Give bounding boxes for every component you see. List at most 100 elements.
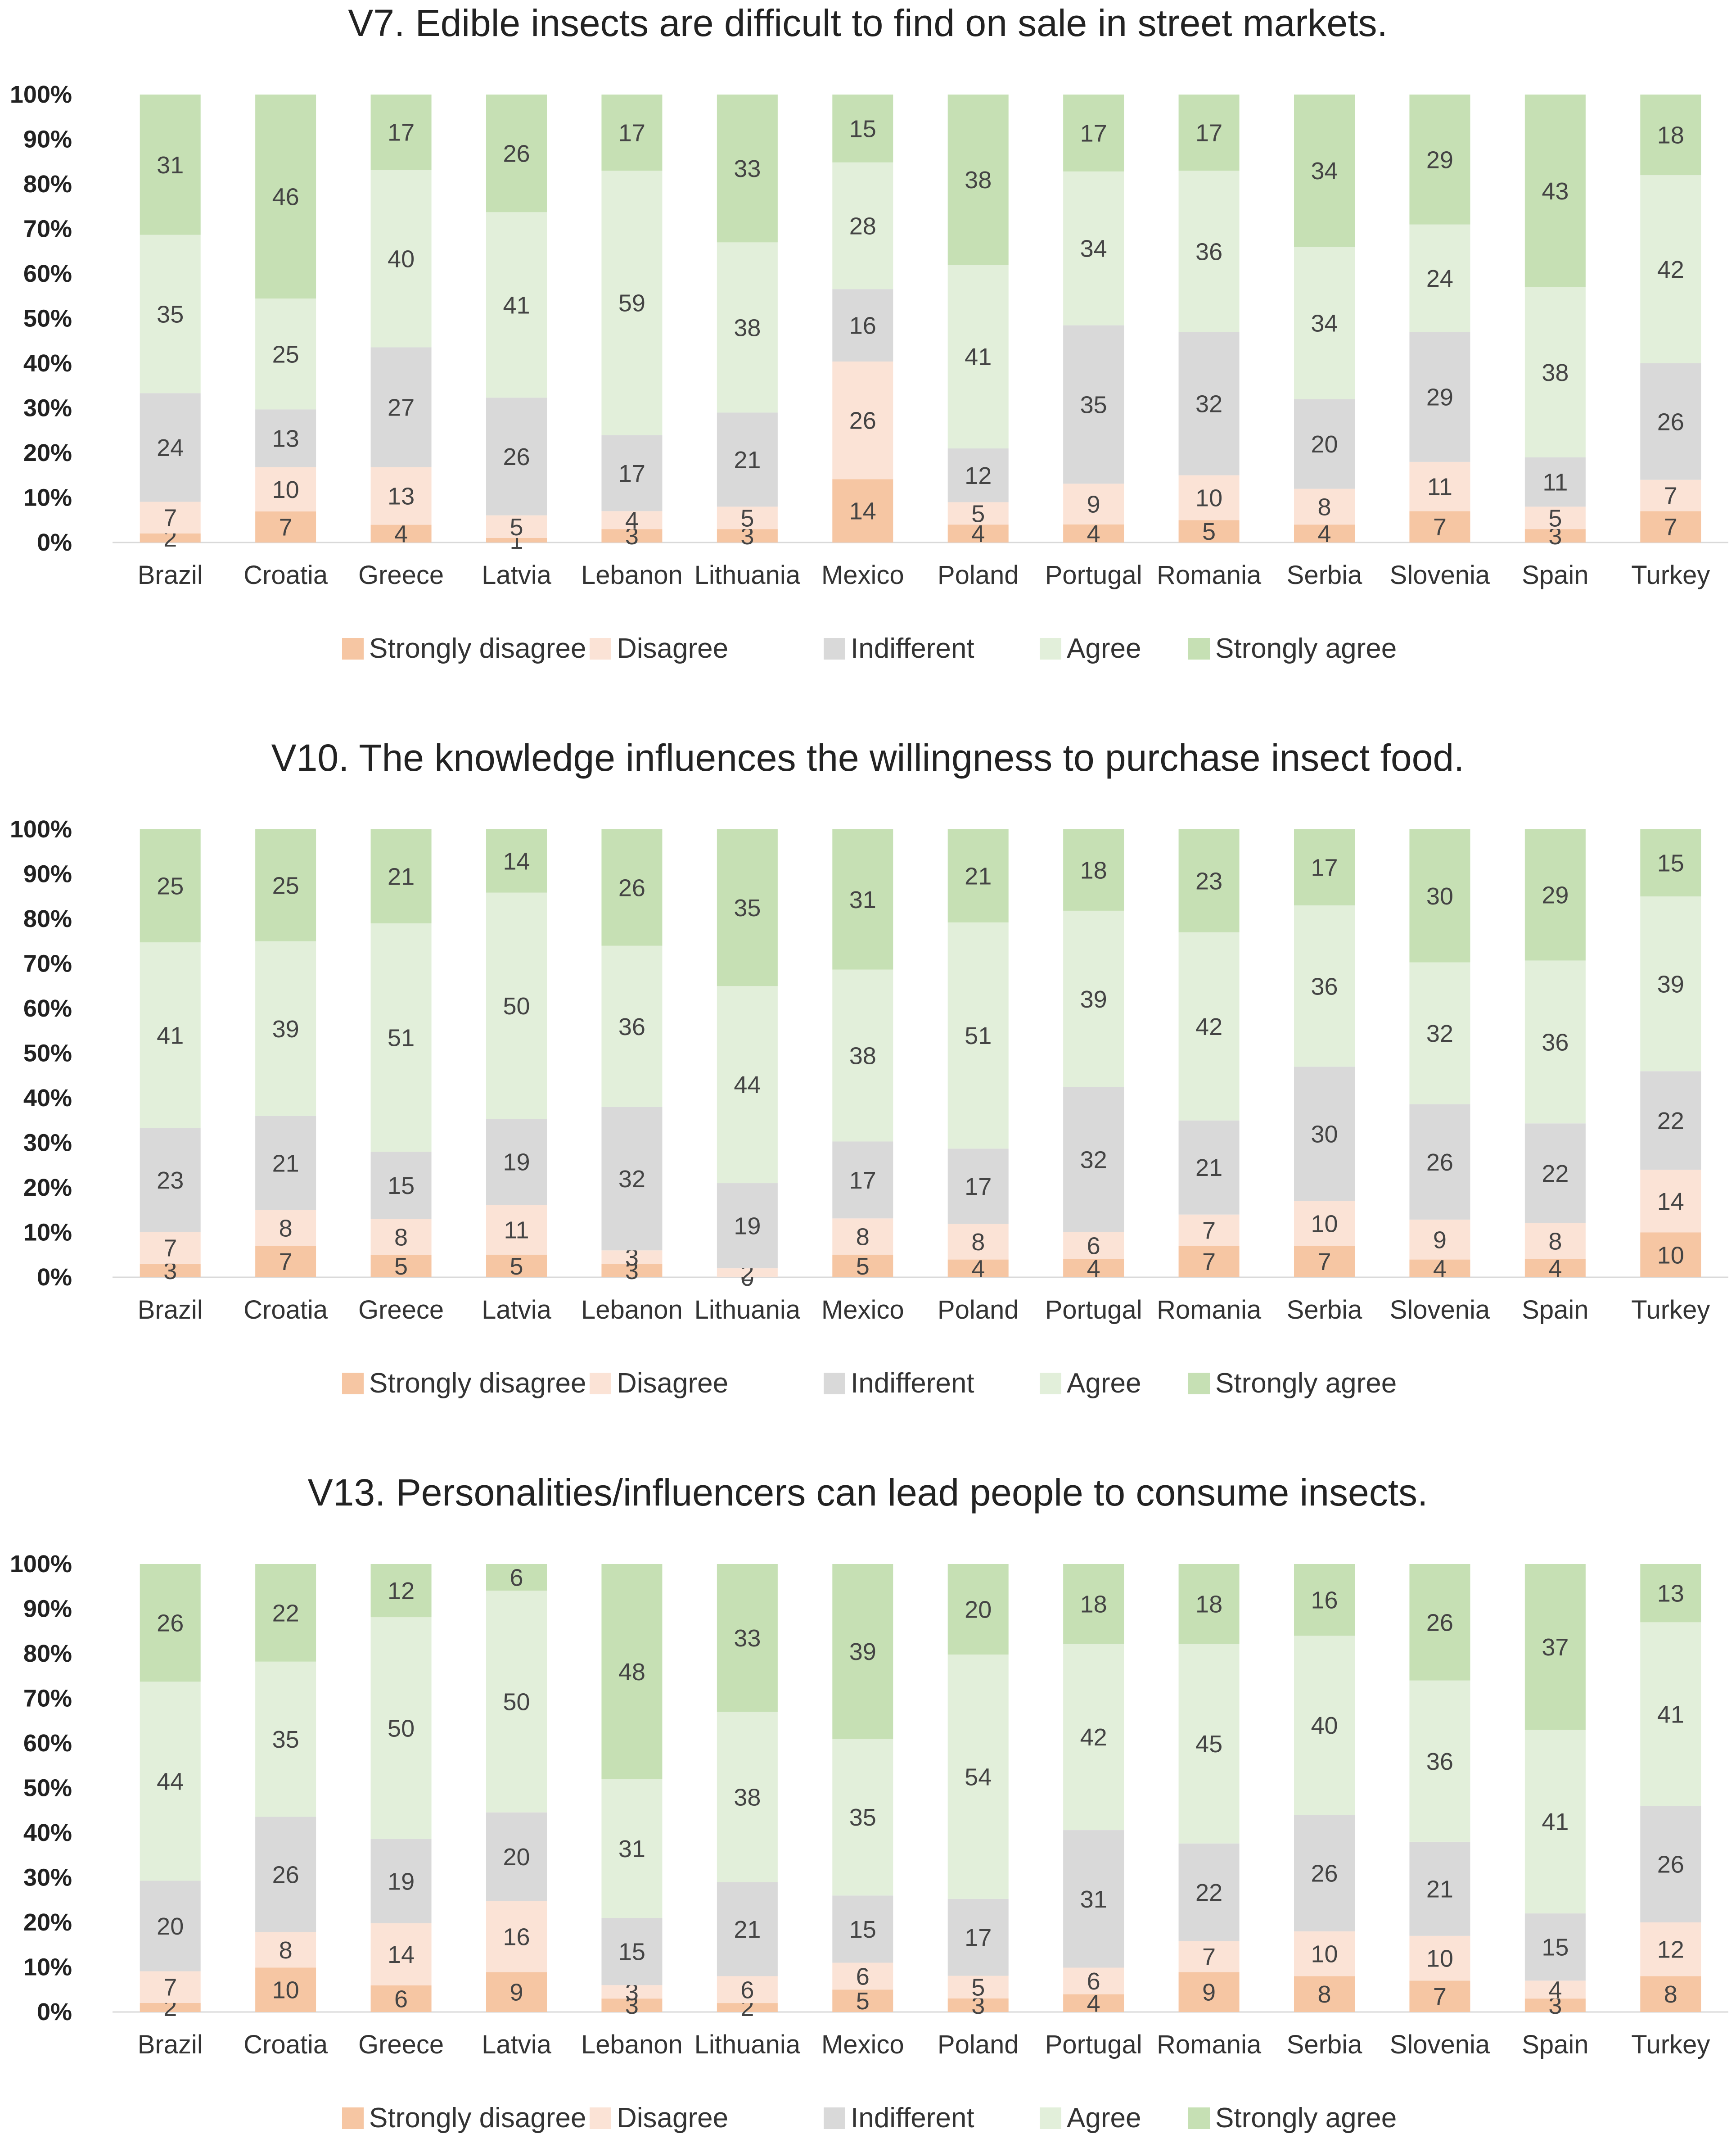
bar-segment-disagree	[1178, 475, 1240, 520]
data-label: 36	[1311, 973, 1338, 1000]
bar-segment-agree	[601, 1779, 663, 1918]
bar-segment-strongly-disagree	[140, 1263, 201, 1277]
data-label: 6	[1087, 1968, 1100, 1995]
data-label: 4	[625, 507, 639, 534]
bar-segment-strongly-disagree	[947, 1259, 1009, 1277]
y-tick-label: 50%	[23, 1775, 72, 1802]
bar-segment-strongly-disagree	[140, 2003, 201, 2012]
y-tick-label: 50%	[23, 1040, 72, 1067]
bar-segment-agree	[370, 170, 432, 348]
bar-segment-strongly-agree	[947, 829, 1009, 922]
data-label: 42	[1195, 1013, 1222, 1040]
data-label: 8	[1317, 1981, 1331, 2008]
data-label: 44	[157, 1768, 184, 1795]
data-label: 29	[1426, 384, 1453, 411]
data-label: 7	[1433, 1983, 1447, 2010]
data-label: 4	[1548, 1976, 1562, 2003]
data-label: 41	[965, 344, 992, 371]
data-label: 7	[279, 1248, 293, 1275]
x-tick-label: Portugal	[1045, 1295, 1142, 1325]
bar-segment-indifferent	[947, 448, 1009, 502]
bar-segment-agree	[1178, 171, 1240, 332]
data-label: 6	[394, 1985, 408, 2012]
bar-segment-indifferent	[601, 435, 663, 511]
bar-segment-agree	[832, 1739, 893, 1896]
x-tick-label: Mexico	[821, 561, 904, 590]
bar-segment-strongly-agree	[601, 829, 663, 946]
bar-segment-agree	[370, 1617, 432, 1839]
data-label: 22	[272, 1600, 299, 1627]
data-label: 5	[740, 505, 754, 532]
legend-swatch	[1188, 638, 1210, 660]
data-label: 34	[1080, 235, 1107, 262]
bar-segment-indifferent	[1063, 1830, 1124, 1968]
data-label: 38	[849, 1043, 876, 1070]
data-label: 10	[1311, 1941, 1338, 1968]
data-label: 4	[1087, 520, 1100, 547]
data-label: 38	[734, 1784, 761, 1811]
y-tick-label: 70%	[23, 1685, 72, 1712]
x-tick-label: Lebanon	[581, 2030, 683, 2059]
data-label: 5	[971, 1974, 985, 2001]
legend-swatch	[1188, 2107, 1210, 2129]
data-label: 39	[1080, 986, 1107, 1013]
bar-segment-indifferent	[717, 412, 778, 507]
data-label: 21	[272, 1150, 299, 1177]
legend-label: Strongly disagree	[369, 2102, 586, 2134]
bar-segment-agree	[1409, 962, 1470, 1104]
bar-segment-disagree	[832, 1218, 893, 1255]
data-label: 15	[849, 1916, 876, 1943]
bar-segment-strongly-disagree	[1294, 524, 1355, 543]
x-tick-label: Latvia	[482, 1295, 552, 1325]
bar-segment-agree	[486, 892, 547, 1119]
bar-segment-strongly-agree	[1640, 95, 1701, 176]
bar-segment-agree	[601, 945, 663, 1107]
data-label: 7	[1433, 514, 1447, 541]
data-label: 21	[1426, 1876, 1453, 1903]
legend-swatch	[1188, 1373, 1210, 1394]
data-label: 29	[1542, 882, 1569, 909]
bar-segment-strongly-agree	[1294, 829, 1355, 906]
x-tick-label: Greece	[358, 561, 444, 590]
data-label: 7	[1317, 1248, 1331, 1275]
y-tick-label: 90%	[23, 126, 72, 153]
x-tick-label: Portugal	[1045, 561, 1142, 590]
bar-segment-agree	[947, 265, 1009, 449]
bar-segment-strongly-agree	[140, 1564, 201, 1682]
data-label: 4	[1087, 1990, 1100, 2017]
legend-item: Disagree	[590, 633, 728, 664]
bar-segment-strongly-agree	[832, 95, 893, 163]
x-tick-label: Poland	[938, 1295, 1019, 1325]
bar-segment-strongly-agree	[486, 95, 547, 212]
legend-label: Disagree	[617, 633, 728, 664]
bar-segment-agree	[255, 1661, 316, 1817]
x-tick-label: Brazil	[138, 561, 203, 590]
data-label: 9	[510, 1979, 523, 2006]
x-tick-label: Latvia	[482, 561, 552, 590]
bar-segment-agree	[1524, 1730, 1586, 1914]
data-label: 11	[504, 1216, 529, 1243]
data-label: 39	[272, 1016, 299, 1043]
bar-segment-strongly-agree	[486, 829, 547, 893]
bar-segment-disagree	[1524, 1980, 1586, 1999]
bar-segment-disagree	[832, 1962, 893, 1990]
data-label: 11	[1427, 474, 1452, 501]
bar-segment-strongly-agree	[717, 95, 778, 243]
x-tick-label: Poland	[938, 2030, 1019, 2059]
bar-segment-agree	[1178, 932, 1240, 1121]
data-label: 10	[1311, 1211, 1338, 1238]
bar-segment-strongly-agree	[1524, 829, 1586, 961]
bar-segment-strongly-agree	[1178, 95, 1240, 171]
data-label: 6	[510, 1564, 523, 1591]
bar-segment-disagree	[486, 515, 547, 538]
data-label: 40	[388, 246, 415, 273]
data-label: 8	[856, 1224, 870, 1251]
data-label: 8	[279, 1937, 293, 1964]
y-tick-label: 100%	[10, 1551, 72, 1578]
bar-segment-indifferent	[1063, 325, 1124, 484]
bar-segment-strongly-disagree	[1640, 1232, 1701, 1277]
data-label: 39	[1657, 971, 1684, 998]
bar-segment-indifferent	[1640, 1071, 1701, 1170]
bar-segment-indifferent	[1409, 332, 1470, 462]
bar-segment-strongly-agree	[947, 1564, 1009, 1655]
